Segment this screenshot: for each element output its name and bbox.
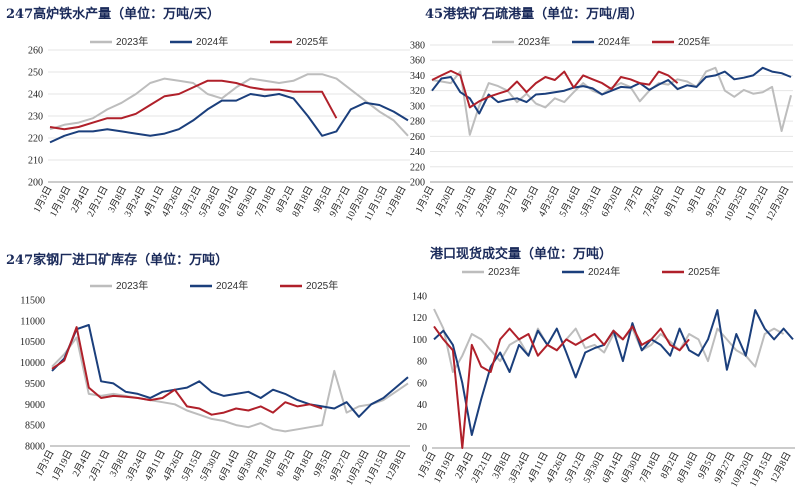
legend-label-2024: 2024年 (216, 279, 248, 292)
series-line-2023 (433, 308, 785, 373)
y-tick-label: 220 (410, 162, 425, 173)
y-tick-label: 260 (410, 132, 425, 143)
y-tick-label: 80 (417, 357, 427, 368)
series-line-2025 (51, 326, 323, 416)
x-tick-label: 4月5日 (518, 184, 541, 214)
legend-label-2024: 2024年 (196, 35, 228, 48)
y-tick-label: 40 (417, 400, 427, 411)
y-tick-label: 9500 (25, 379, 45, 390)
y-tick-label: 240 (410, 147, 425, 158)
y-tick-label: 360 (410, 56, 425, 67)
y-tick-label: 300 (410, 101, 425, 112)
y-tick-label: 10500 (20, 337, 45, 348)
legend-label-2023: 2023年 (116, 35, 148, 48)
y-tick-label: 20 (417, 422, 427, 433)
series-line-2025 (49, 79, 338, 131)
y-tick-label: 11500 (20, 296, 45, 307)
legend-label-2023: 2023年 (488, 265, 520, 278)
chart-title: 247家钢厂进口矿库存（单位：万吨） (6, 252, 228, 268)
y-tick-label: 340 (410, 71, 425, 82)
y-tick-label: 200 (28, 178, 43, 189)
y-tick-label: 220 (28, 134, 43, 145)
y-tick-label: 260 (28, 46, 43, 57)
y-tick-label: 250 (28, 68, 43, 79)
series-line-2025 (433, 325, 690, 449)
y-tick-label: 200 (410, 178, 425, 189)
chart-title: 45港铁矿石疏港量（单位：万吨/周） (425, 6, 643, 22)
series-line-2024 (433, 309, 794, 436)
legend-label-2023: 2023年 (518, 35, 550, 48)
y-tick-label: 10000 (20, 358, 45, 369)
y-tick-label: 140 (412, 292, 427, 303)
legend-label-2025: 2025年 (678, 35, 710, 48)
y-tick-label: 11000 (20, 316, 45, 327)
series-line-2024 (431, 66, 792, 115)
y-tick-label: 280 (410, 117, 425, 128)
y-tick-label: 380 (410, 41, 425, 52)
legend-label-2023: 2023年 (116, 279, 148, 292)
legend-label-2024: 2024年 (588, 265, 620, 278)
chart-3: 247家钢厂进口矿库存（单位：万吨） 8000 8500 9000 9500 10000 1… (6, 252, 410, 487)
y-tick-label: 210 (28, 156, 43, 167)
series-line-2025 (431, 69, 679, 109)
x-tick-label: 7月7日 (622, 184, 645, 214)
y-tick-label: 120 (412, 313, 427, 324)
y-tick-label: 100 (412, 335, 427, 346)
chart-1: 247高炉铁水产量（单位：万吨/天）2002102202302402502601… (6, 6, 410, 223)
series-line-2024 (49, 93, 409, 144)
chart-4: 港口现货成交量（单位：万吨）0204060801001201401月3日1月19… (412, 246, 795, 489)
y-tick-label: 60 (417, 378, 427, 389)
chart-title: 港口现货成交量（单位：万吨） (430, 246, 612, 262)
x-tick-label: 9月1日 (685, 184, 708, 214)
series-line-2024 (51, 324, 409, 418)
y-tick-label: 9000 (25, 400, 45, 411)
x-tick-label: 1月3日 (414, 184, 437, 214)
y-tick-label: 230 (28, 112, 43, 123)
y-tick-label: 0 (422, 444, 427, 455)
chart-2: 45港铁矿石疏港量（单位：万吨/周） 200 220 240 260 280 300 320 3… (410, 6, 793, 223)
legend-label-2024: 2024年 (598, 35, 630, 48)
series-line-2023 (49, 73, 409, 137)
legend-label-2025: 2025年 (688, 265, 720, 278)
series-line-2023 (51, 336, 409, 433)
y-tick-label: 320 (410, 86, 425, 97)
y-tick-label: 8500 (25, 421, 45, 432)
y-tick-label: 8000 (25, 442, 45, 453)
chart-title: 247高炉铁水产量（单位：万吨/天） (6, 6, 220, 22)
y-tick-label: 240 (28, 90, 43, 101)
legend-label-2025: 2025年 (306, 279, 338, 292)
legend-label-2025: 2025年 (296, 35, 328, 48)
